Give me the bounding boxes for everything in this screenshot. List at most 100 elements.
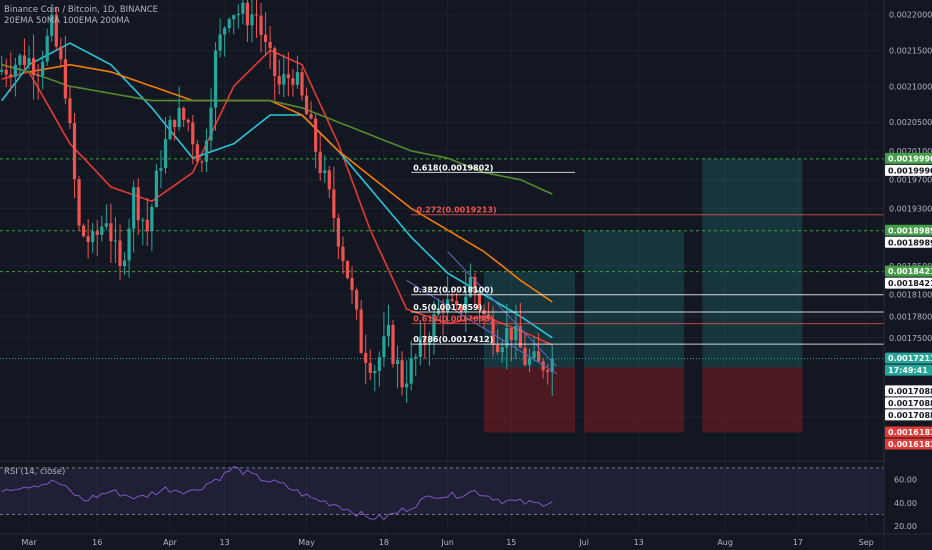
candle-body	[336, 218, 340, 247]
horizontal-levels	[0, 158, 884, 360]
candle-body	[523, 347, 527, 365]
candle-body	[436, 308, 441, 315]
price-tick-0: 0.0022000	[889, 10, 932, 19]
channel-lower	[406, 279, 558, 375]
price-tag-10: 0.0017088	[888, 411, 932, 420]
candle-body	[104, 223, 108, 227]
time-axis[interactable]: Mar 16 Apr 13 May 18 Jun 15 Jul 13 Aug 17 Sep	[0, 533, 932, 550]
candle-body	[209, 107, 213, 141]
candle-body	[327, 170, 331, 190]
candle-body	[359, 309, 363, 353]
price-tag-bg-1	[885, 164, 932, 176]
time-tick-2: Apr	[163, 538, 178, 547]
time-tick-0: Mar	[21, 538, 37, 547]
price-tag-9: 0.0017088	[888, 399, 932, 408]
candle-body	[41, 61, 45, 76]
candle-body	[191, 122, 195, 145]
price-tag-bg-2	[885, 224, 932, 236]
target-zone-1	[584, 230, 685, 368]
price-tag-6: 0.0017211	[888, 354, 932, 363]
candle-body	[300, 72, 304, 96]
candle-body	[364, 352, 368, 363]
price-tag-bg-10	[885, 409, 932, 421]
candle-body	[177, 107, 181, 128]
price-tag-bg-11	[885, 426, 932, 438]
candle-body	[537, 351, 541, 362]
rsi-tick-1: 40.00	[894, 499, 917, 508]
price-tag-bg-12	[885, 438, 932, 450]
candle-body	[200, 161, 204, 163]
candlesticks	[0, 0, 554, 403]
price-tick-3: 0.0020500	[889, 118, 932, 127]
candle-body	[236, 13, 240, 16]
candle-body	[423, 336, 427, 345]
candle-body	[286, 74, 290, 79]
candle-body	[459, 305, 463, 312]
candle-body	[386, 324, 391, 337]
candle-body	[63, 59, 67, 99]
candle-body	[13, 64, 17, 77]
candle-body	[391, 324, 395, 365]
candle-body	[72, 123, 77, 180]
time-tick-5: 18	[379, 538, 389, 547]
candle-body	[122, 260, 127, 267]
rsi-tick-0: 60.00	[894, 476, 917, 485]
candle-body	[68, 98, 72, 124]
candle-body	[45, 35, 49, 62]
candle-body	[518, 325, 522, 348]
candle-body	[227, 19, 231, 29]
price-tag-bg-9	[885, 397, 932, 409]
candle-body	[314, 118, 318, 152]
price-tick-6: 0.0019300	[889, 204, 932, 213]
candle-body	[195, 144, 199, 162]
candle-body	[141, 219, 145, 221]
candle-body	[118, 240, 122, 267]
rsi-tick-2: 20.00	[894, 522, 917, 531]
candle-body	[350, 277, 354, 291]
time-tick-9: 13	[634, 538, 644, 547]
candle-body	[264, 34, 268, 43]
channel-upper	[447, 251, 558, 367]
candle-body	[509, 328, 513, 341]
candle-body	[31, 58, 36, 76]
candle-body	[27, 58, 31, 66]
candle-body	[259, 15, 263, 35]
candle-body	[82, 225, 86, 237]
candle-body	[159, 168, 163, 171]
price-tag-bg-6	[885, 352, 932, 364]
candle-body	[22, 55, 27, 66]
candle-body	[163, 139, 168, 169]
time-tick-10: Aug	[717, 538, 733, 547]
candle-body	[36, 75, 40, 77]
candle-body	[400, 360, 404, 388]
candle-body	[91, 231, 95, 243]
rsi-legend[interactable]: RSI (14, close)	[4, 467, 65, 477]
price-tick-10: 0.0017500	[889, 334, 932, 343]
price-tick-4: 0.0020100	[889, 147, 932, 156]
candle-body	[491, 318, 495, 345]
grid-lines	[0, 0, 932, 532]
ema20-line	[1, 49, 553, 346]
price-tag-0: 0.0019990	[888, 154, 932, 163]
symbol-legend[interactable]: Binance Coin / Bitcoin, 1D, BINANCE	[4, 5, 158, 15]
candle-body	[355, 290, 359, 310]
candle-body	[550, 358, 554, 373]
stop-zone-2	[702, 367, 803, 433]
time-tick-1: 16	[92, 538, 102, 547]
candle-body	[527, 358, 532, 365]
price-tag-11: 0.0016183	[888, 428, 932, 437]
candle-body	[532, 351, 536, 359]
candle-body	[173, 119, 177, 128]
price-tag-3: 0.0018989	[888, 238, 932, 247]
indicator-legend[interactable]: 20EMA 50MA 100EMA 200MA	[4, 16, 130, 26]
time-tick-12: Sep	[859, 538, 874, 547]
fib-label-4: 0.618(0.0017698)	[413, 315, 493, 324]
fib-label-0: 0.618(0.0019802)	[413, 163, 493, 172]
time-axis-bg	[0, 534, 884, 550]
candle-body	[113, 240, 118, 242]
rsi-band	[0, 467, 884, 515]
candle-body	[100, 226, 104, 235]
candle-body	[186, 119, 190, 123]
candle-body	[18, 55, 22, 65]
